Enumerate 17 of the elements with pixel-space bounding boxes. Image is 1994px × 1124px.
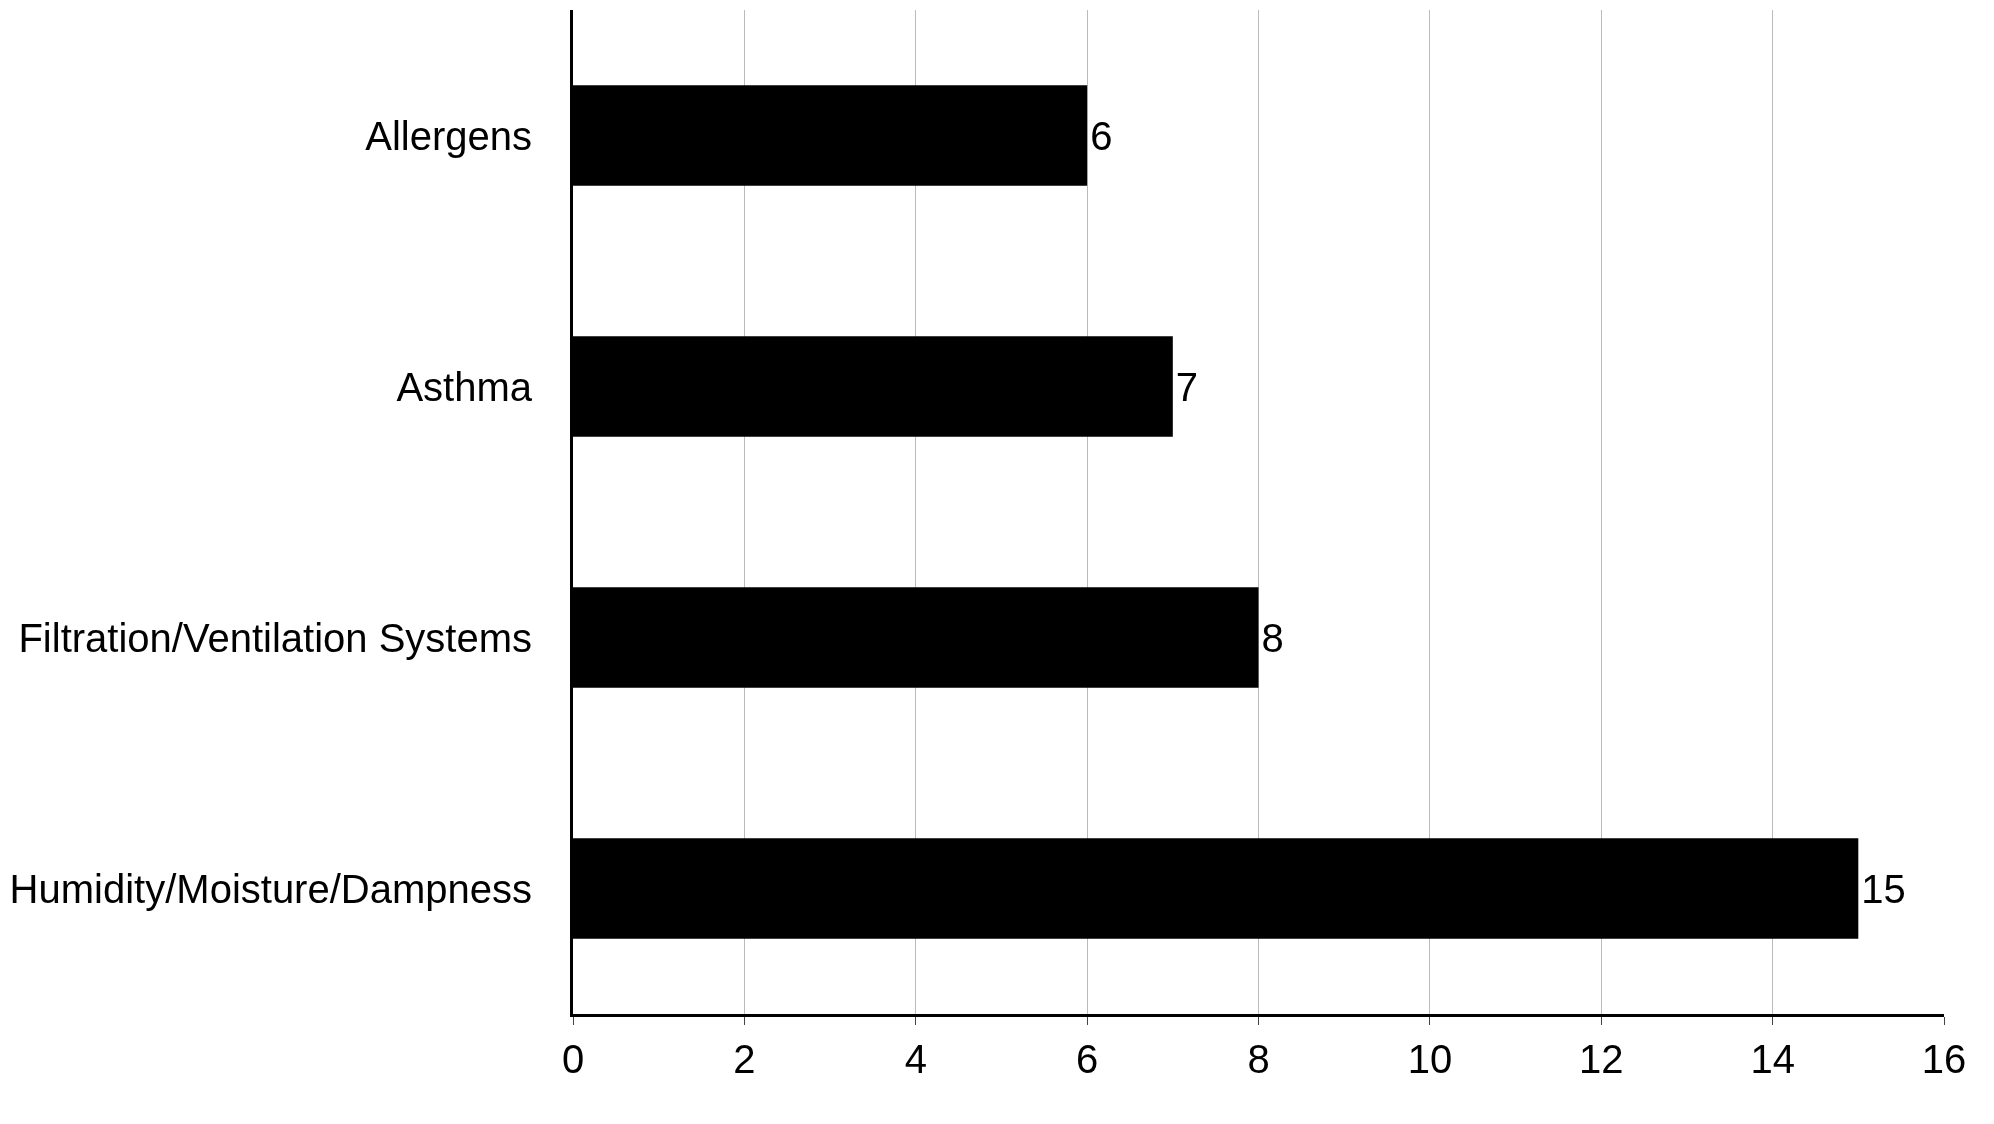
x-tick-label: 8 — [1247, 1037, 1270, 1081]
x-tick-label: 12 — [1579, 1037, 1624, 1081]
data-label: 7 — [1175, 364, 1199, 409]
x-tick-label: 14 — [1750, 1037, 1795, 1081]
y-tick-label: Asthma — [396, 364, 533, 409]
x-tick-label: 4 — [904, 1037, 927, 1081]
x-tick-label: 0 — [561, 1037, 585, 1081]
y-tick-label: Filtration/Ventilation Systems — [18, 615, 532, 660]
x-tick-label: 10 — [1407, 1037, 1453, 1081]
y-tick-label: Humidity/Moisture/Dampness — [9, 866, 532, 911]
data-label: 6 — [1090, 113, 1113, 158]
x-tick-label: 16 — [1921, 1037, 1967, 1081]
y-tick-label: Allergens — [365, 113, 532, 158]
x-tick-label: 2 — [733, 1037, 756, 1081]
data-label: 15 — [1861, 866, 1906, 911]
data-label: 8 — [1261, 615, 1284, 660]
x-tick-label: 6 — [1076, 1037, 1099, 1081]
